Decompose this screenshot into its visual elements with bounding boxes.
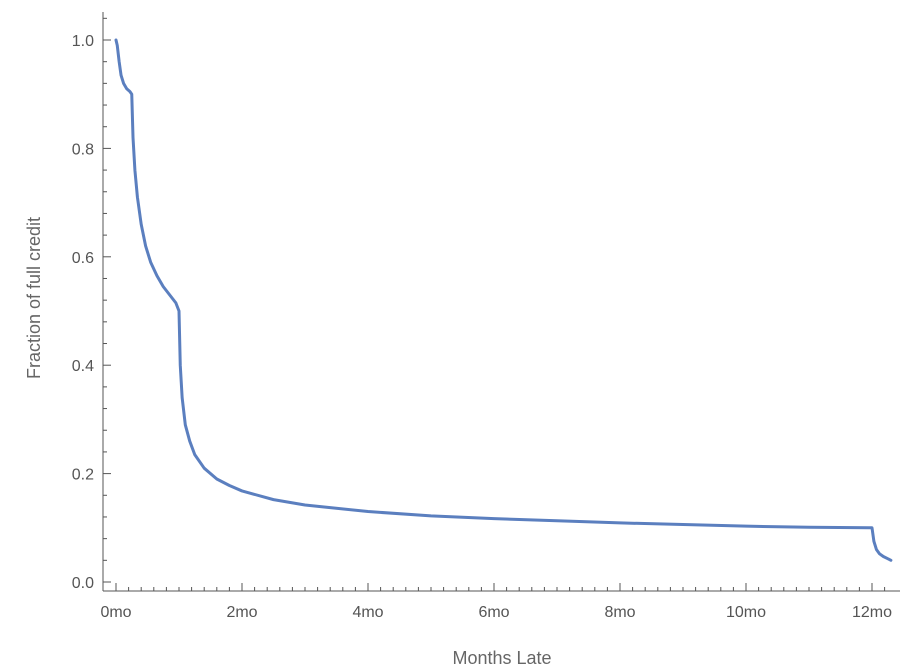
series-layer [114, 38, 893, 562]
y-tick-label: 0.4 [72, 358, 94, 375]
y-tick-label: 1.0 [72, 33, 94, 50]
y-tick-label: 0.0 [72, 575, 94, 592]
series-line [114, 38, 893, 562]
y-tick-label: 0.2 [72, 467, 94, 484]
y-axis-ticks: 0.0 0.2 0.4 0.6 0.8 1.0 [72, 17, 111, 592]
y-axis-label: Fraction of full credit [24, 217, 44, 379]
x-tick-label: 12mo [852, 604, 892, 621]
x-tick-label: 0mo [100, 604, 131, 621]
axes: 0.0 0.2 0.4 0.6 0.8 1.0 0mo 2mo 4mo 6mo 8mo 10mo 12… [72, 12, 900, 621]
x-axis-ticks: 0mo 2mo 4mo 6mo 8mo 10mo 12mo [100, 583, 892, 621]
y-tick-label: 0.6 [72, 250, 94, 267]
x-axis-label: Months Late [452, 648, 551, 668]
x-tick-label: 10mo [726, 604, 766, 621]
x-tick-label: 8mo [604, 604, 635, 621]
y-tick-label: 0.8 [72, 141, 94, 158]
x-tick-label: 6mo [478, 604, 509, 621]
x-tick-label: 4mo [352, 604, 383, 621]
x-tick-label: 2mo [226, 604, 257, 621]
